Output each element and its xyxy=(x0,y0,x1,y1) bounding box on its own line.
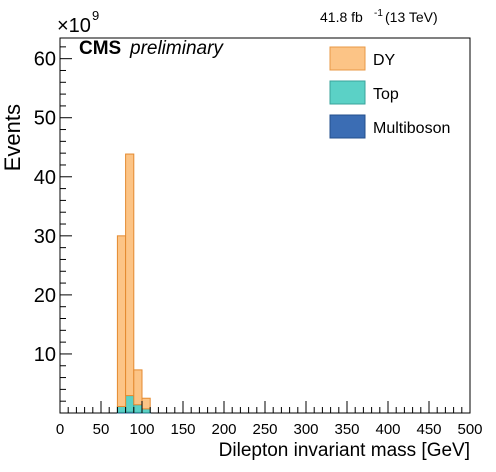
bar-dy-bin-80 xyxy=(125,153,135,397)
x-tick-label-500: 500 xyxy=(457,421,482,438)
legend-label-top: Top xyxy=(373,86,399,103)
bar-top-bin-100 xyxy=(141,408,151,414)
y-multiplier-label: ×10 xyxy=(57,15,91,37)
lumi-label: 41.8 fb xyxy=(320,9,363,25)
x-axis-ticks xyxy=(59,401,471,413)
x-tick-label-450: 450 xyxy=(416,421,441,438)
y-tick-label-10: 10 xyxy=(34,344,56,366)
x-tick-label-250: 250 xyxy=(252,421,277,438)
y-multiplier-exponent: 9 xyxy=(92,8,99,23)
y-tick-label-20: 20 xyxy=(34,285,56,307)
x-tick-label-300: 300 xyxy=(293,421,318,438)
bar-top-bin-80 xyxy=(125,395,135,413)
legend-swatch-dy xyxy=(329,46,366,71)
x-tick-label-0: 0 xyxy=(56,421,64,438)
y-axis-title: Events xyxy=(0,104,25,171)
x-tick-label-350: 350 xyxy=(334,421,359,438)
legend-label-multiboson: Multiboson xyxy=(373,120,450,137)
x-tick-label-50: 50 xyxy=(93,421,110,438)
legend-swatch-top xyxy=(329,80,366,105)
y-tick-labels: 10 20 30 40 50 60 xyxy=(34,49,56,366)
y-tick-label-30: 30 xyxy=(34,226,56,248)
lumi-exponent: -1 xyxy=(374,8,383,19)
y-axis-ticks xyxy=(60,46,72,402)
legend-label-dy: DY xyxy=(373,52,396,69)
bar-dy-bin-90 xyxy=(133,369,143,406)
x-tick-label-400: 400 xyxy=(375,421,400,438)
histogram-bars xyxy=(116,153,151,414)
y-tick-label-40: 40 xyxy=(34,167,56,189)
y-tick-label-60: 60 xyxy=(34,49,56,71)
bar-top-bin-90 xyxy=(133,404,143,413)
cms-sublabel: preliminary xyxy=(129,38,224,59)
lumi-energy: (13 TeV) xyxy=(385,9,438,25)
x-axis-title: Dilepton invariant mass [GeV] xyxy=(219,440,470,461)
y-tick-label-50: 50 xyxy=(34,108,56,130)
legend-swatch-multiboson xyxy=(329,114,366,139)
bar-top-bin-70 xyxy=(116,406,127,413)
x-tick-label-200: 200 xyxy=(211,421,236,438)
cms-label: CMS xyxy=(79,38,121,59)
x-tick-labels: 0 50 100 150 200 250 300 350 400 450 500 xyxy=(56,421,483,438)
x-tick-label-150: 150 xyxy=(170,421,195,438)
x-tick-label-100: 100 xyxy=(129,421,154,438)
bar-dy-bin-100 xyxy=(141,397,151,410)
legend: DY Top Multiboson xyxy=(329,46,450,139)
bar-dy-bin-70 xyxy=(116,235,127,408)
